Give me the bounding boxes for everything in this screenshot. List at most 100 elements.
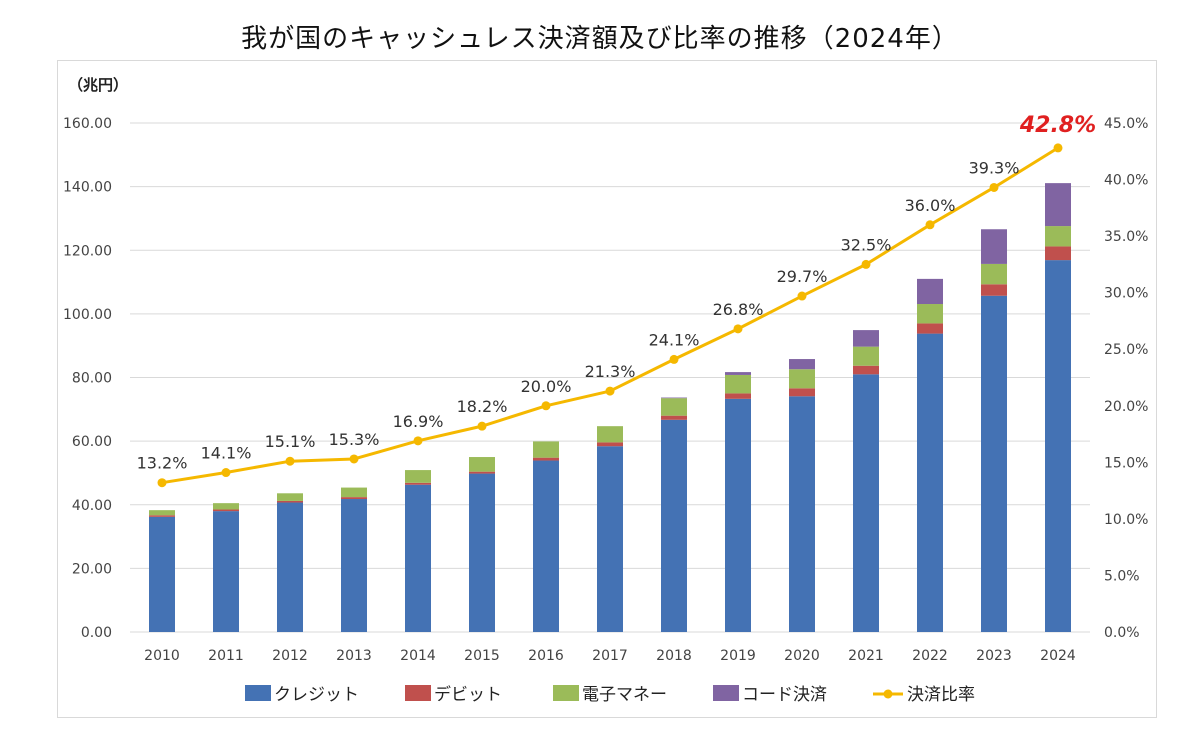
legend-label: 電子マネー (582, 685, 667, 705)
legend-swatch-クレジット (245, 685, 271, 701)
bar-クレジット-2021 (853, 374, 879, 632)
bar-デビット-2021 (853, 365, 879, 375)
y2-tick-label: 25.0% (1104, 342, 1148, 358)
ratio-label: 29.7% (777, 267, 828, 286)
y2-tick-label: 10.0% (1104, 512, 1148, 528)
y2-tick-label: 40.0% (1104, 173, 1148, 189)
ratio-point-2019 (733, 324, 743, 334)
bar-クレジット-2015 (469, 473, 495, 632)
ratio-label: 14.1% (201, 444, 252, 463)
x-tick-label: 2017 (592, 648, 628, 664)
x-tick-label: 2014 (400, 648, 436, 664)
bar-電子マネー-2020 (789, 369, 815, 389)
ratio-label: 16.9% (393, 412, 444, 431)
ratio-label: 21.3% (585, 362, 636, 381)
ratio-label: 26.8% (713, 300, 764, 319)
legend: クレジット デビット 電子マネー コード決済 決済比率 (245, 684, 975, 705)
y2-tick-label: 15.0% (1104, 455, 1148, 471)
ratio-label: 15.1% (265, 432, 316, 451)
bar-デビット-2022 (917, 323, 943, 334)
ratio-label: 42.8% (1019, 113, 1096, 138)
ratio-point-2022 (925, 220, 935, 230)
legend-label: クレジット (274, 685, 359, 705)
ratio-label: 18.2% (457, 397, 508, 416)
bar-電子マネー-2019 (725, 374, 751, 394)
ratio-label: 13.2% (137, 454, 188, 473)
y-axis-right: 0.0% 5.0% 10.0% 15.0% 20.0% 25.0% 30.0% 35.0% 40… (1104, 116, 1148, 641)
ratio-labels: 13.2% 14.1% 15.1% 15.3% 16.9% 18.2% 20.0% 21.3%… (137, 113, 1097, 473)
bar-コード決済-2018 (661, 397, 687, 399)
y-tick-label: 80.00 (72, 371, 112, 387)
bars (149, 183, 1071, 632)
bar-コード決済-2019 (725, 372, 751, 375)
ratio-point-2012 (285, 456, 295, 466)
bar-電子マネー-2011 (213, 503, 239, 510)
x-tick-label: 2010 (144, 648, 180, 664)
bar-デビット-2013 (341, 497, 367, 500)
bar-電子マネー-2010 (149, 510, 175, 516)
bar-デビット-2024 (1045, 246, 1071, 261)
ratio-point-2015 (477, 421, 487, 431)
x-tick-label: 2021 (848, 648, 884, 664)
ratio-label: 15.3% (329, 430, 380, 449)
y-tick-label: 60.00 (72, 434, 112, 450)
bar-電子マネー-2013 (341, 487, 367, 498)
bar-クレジット-2023 (981, 295, 1007, 632)
bar-電子マネー-2022 (917, 304, 943, 324)
ratio-point-2017 (605, 386, 615, 396)
x-tick-label: 2023 (976, 648, 1012, 664)
y2-tick-label: 0.0% (1104, 625, 1140, 641)
bar-デビット-2020 (789, 388, 815, 397)
bar-電子マネー-2024 (1045, 226, 1071, 247)
ratio-label: 36.0% (905, 196, 956, 215)
bar-コード決済-2022 (917, 278, 943, 305)
bar-デビット-2010 (149, 515, 175, 517)
ratio-point-2021 (861, 259, 871, 269)
y-tick-label: 100.00 (63, 307, 112, 323)
y-axis-left: 0.00 20.00 40.00 60.00 80.00 100.00 120.00 140.… (63, 116, 112, 641)
ratio-point-2023 (989, 182, 999, 192)
y-tick-label: 0.00 (81, 625, 112, 641)
bar-電子マネー-2017 (597, 426, 623, 443)
legend-label: コード決済 (742, 685, 827, 705)
x-tick-label: 2019 (720, 648, 756, 664)
bar-クレジット-2019 (725, 398, 751, 632)
x-tick-label: 2011 (208, 648, 244, 664)
x-tick-label: 2024 (1040, 648, 1076, 664)
ratio-label: 32.5% (841, 235, 892, 254)
y-tick-label: 140.00 (63, 180, 112, 196)
y2-tick-label: 45.0% (1104, 116, 1148, 132)
y2-tick-label: 20.0% (1104, 399, 1148, 415)
bar-クレジット-2017 (597, 446, 623, 632)
ratio-label: 20.0% (521, 377, 572, 396)
x-tick-label: 2018 (656, 648, 692, 664)
bar-クレジット-2010 (149, 516, 175, 632)
y2-tick-label: 30.0% (1104, 286, 1148, 302)
bar-クレジット-2020 (789, 396, 815, 632)
chart-title: 我が国のキャッシュレス決済額及び比率の推移（2024年） (241, 24, 959, 54)
bar-コード決済-2024 (1045, 183, 1071, 227)
bar-電子マネー-2023 (981, 263, 1007, 285)
bar-クレジット-2013 (341, 499, 367, 632)
y-unit-label: （兆円） (68, 76, 128, 94)
bar-デビット-2019 (725, 393, 751, 399)
x-tick-label: 2020 (784, 648, 820, 664)
x-tick-label: 2015 (464, 648, 500, 664)
bar-デビット-2018 (661, 415, 687, 420)
bar-デビット-2011 (213, 509, 239, 512)
legend-swatch-デビット (405, 685, 431, 701)
ratio-point-2020 (797, 291, 807, 301)
ratio-point-2014 (413, 436, 423, 446)
ratio-line (157, 143, 1063, 488)
ratio-point-2024 (1053, 143, 1063, 153)
bar-デビット-2017 (597, 442, 623, 447)
y2-tick-label: 5.0% (1104, 568, 1140, 584)
ratio-point-2011 (221, 468, 231, 478)
legend-swatch-電子マネー (553, 685, 579, 701)
x-tick-label: 2012 (272, 648, 308, 664)
bar-コード決済-2021 (853, 330, 879, 347)
ratio-point-2018 (669, 354, 679, 364)
bar-電子マネー-2015 (469, 457, 495, 472)
bar-クレジット-2016 (533, 460, 559, 632)
